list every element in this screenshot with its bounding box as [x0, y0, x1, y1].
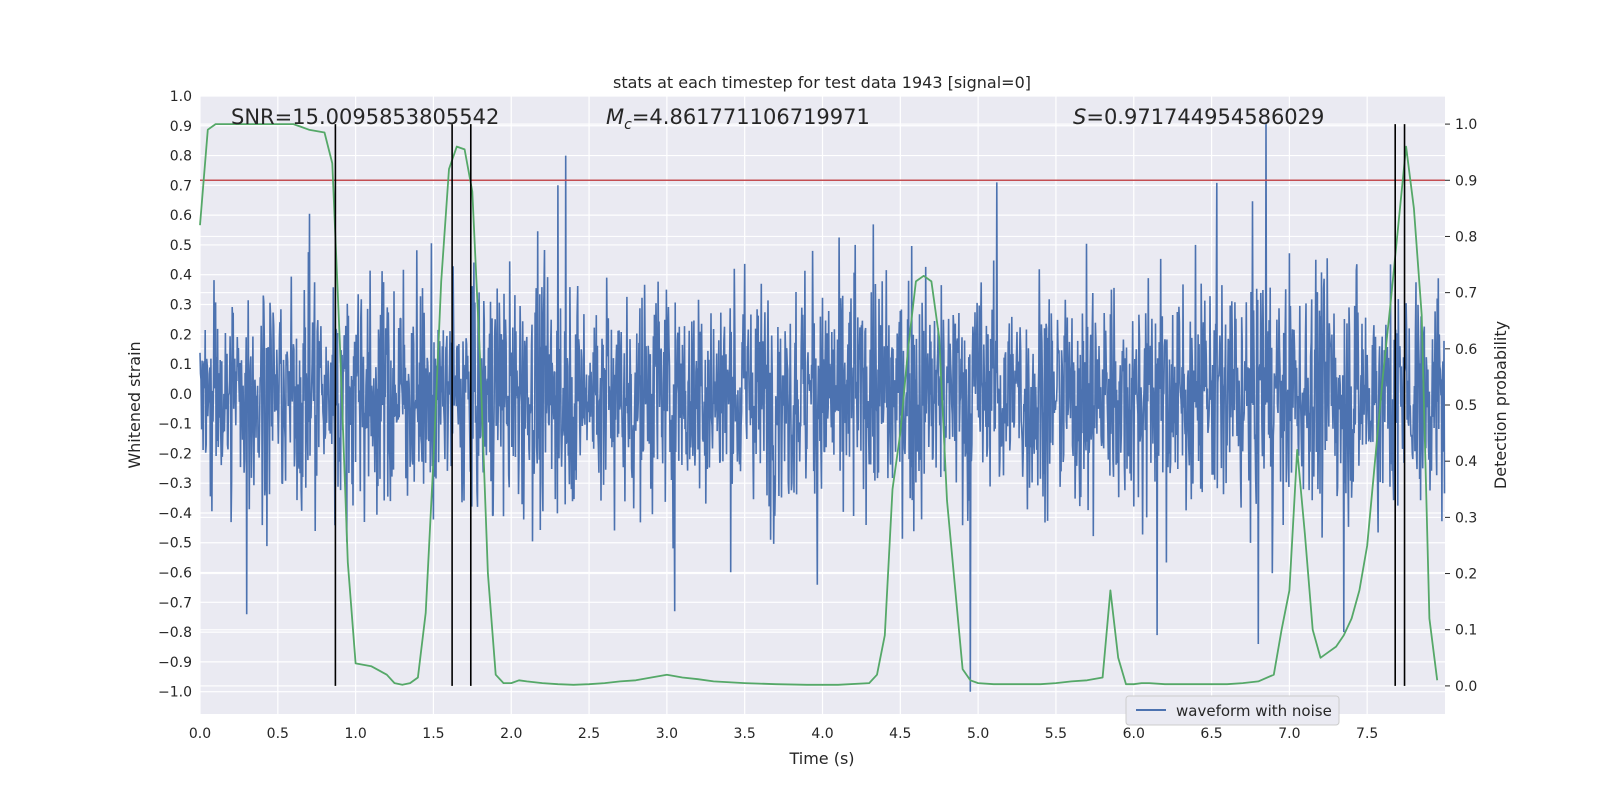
- legend: waveform with noise: [1125, 695, 1340, 726]
- y-left-tick-label: −0.1: [158, 417, 192, 433]
- x-tick-label: 2.0: [500, 726, 522, 742]
- y-right-ticks: 1.0 0.9 0.8 0.7 0.6 0.5 0.4 0.3 0.2 0.1 0.0: [1445, 117, 1477, 695]
- x-tick-label: 4.0: [811, 726, 833, 742]
- x-tick-label: 0.0: [189, 726, 211, 742]
- legend-label: waveform with noise: [1176, 702, 1332, 720]
- x-tick-label: 4.5: [889, 726, 911, 742]
- y-right-axis-label: Detection probability: [1491, 321, 1510, 489]
- y-left-tick-label: −0.3: [158, 476, 192, 492]
- x-tick-label: 6.0: [1123, 726, 1145, 742]
- x-axis-ticks: 0.0 0.5 1.0 1.5 2.0 2.5 3.0 3.5 4.0 4.5 5.0 5.5 6.0 6…: [189, 726, 1378, 742]
- y-right-tick-label: 0.3: [1455, 510, 1477, 526]
- chart-title: stats at each timestep for test data 194…: [613, 73, 1031, 92]
- detection-probability-line: [199, 123, 1439, 686]
- y-left-tick-label: 0.4: [170, 268, 192, 284]
- x-axis-label: Time (s): [788, 749, 854, 768]
- y-right-tick-label: 0.0: [1455, 679, 1477, 695]
- legend-box: [1125, 695, 1340, 726]
- y-right-tick-label: 0.7: [1455, 286, 1477, 302]
- mc-annotation: Mc=4.861771106719971: [606, 105, 870, 133]
- y-left-tick-label: 0.7: [170, 178, 192, 194]
- x-tick-label: 0.5: [267, 726, 289, 742]
- mc-value: =4.861771106719971: [632, 105, 870, 129]
- y-left-tick-label: 0.1: [170, 357, 192, 373]
- x-tick-label: 3.5: [734, 726, 756, 742]
- y-left-tick-label: 0.8: [170, 149, 192, 165]
- y-left-tick-label: 0.3: [170, 297, 192, 313]
- s-annotation: S=0.971744954586029: [1073, 105, 1324, 129]
- y-left-tick-label: −1.0: [158, 685, 192, 701]
- waveform-line: [199, 122, 1446, 692]
- y-right-tick-label: 0.5: [1455, 398, 1477, 414]
- y-right-tick-label: 0.4: [1455, 454, 1477, 470]
- y-left-tick-label: 0.9: [170, 119, 192, 135]
- x-tick-label: 2.5: [578, 726, 600, 742]
- x-tick-label: 7.0: [1278, 726, 1300, 742]
- mc-symbol: M: [606, 105, 624, 129]
- x-tick-label: 5.5: [1045, 726, 1067, 742]
- waveform-series: [199, 122, 1446, 692]
- y-left-tick-label: 0.2: [170, 327, 192, 343]
- s-symbol: S: [1073, 105, 1086, 129]
- x-tick-label: 5.0: [967, 726, 989, 742]
- y-left-axis-label: Whitened strain: [125, 341, 144, 468]
- s-value: =0.971744954586029: [1086, 105, 1324, 129]
- vertical-markers: [334, 124, 1406, 686]
- y-right-tick-label: 0.2: [1455, 567, 1477, 583]
- x-tick-label: 1.0: [344, 726, 366, 742]
- x-tick-label: 3.0: [656, 726, 678, 742]
- y-left-tick-label: −0.6: [158, 566, 192, 582]
- y-left-tick-label: −0.9: [158, 655, 192, 671]
- y-left-ticks: 1.0 0.9 0.8 0.7 0.6 0.5 0.4 0.3 0.2 0.1 0.0 −0.1 −0.…: [158, 89, 192, 701]
- y-right-tick-label: 0.6: [1455, 342, 1477, 358]
- x-tick-label: 7.5: [1356, 726, 1378, 742]
- y-left-tick-label: 0.0: [170, 387, 192, 403]
- y-left-tick-label: −0.7: [158, 595, 192, 611]
- y-left-tick-label: 0.6: [170, 208, 192, 224]
- y-left-tick-label: 1.0: [170, 89, 192, 105]
- y-left-tick-label: −0.4: [158, 506, 192, 522]
- snr-annotation: SNR=15.0095853805542: [231, 105, 499, 129]
- y-right-tick-label: 1.0: [1455, 117, 1477, 133]
- y-left-tick-label: 0.5: [170, 238, 192, 254]
- y-left-tick-label: −0.8: [158, 625, 192, 641]
- y-right-tick-label: 0.8: [1455, 229, 1477, 245]
- y-left-tick-label: −0.5: [158, 536, 192, 552]
- y-right-tick-label: 0.9: [1455, 173, 1477, 189]
- mc-subscript: c: [624, 117, 632, 133]
- detection-probability-series: [199, 123, 1439, 686]
- x-tick-label: 1.5: [422, 726, 444, 742]
- y-left-tick-label: −0.2: [158, 446, 192, 462]
- y-right-tick-label: 0.1: [1455, 623, 1477, 639]
- x-tick-label: 6.5: [1200, 726, 1222, 742]
